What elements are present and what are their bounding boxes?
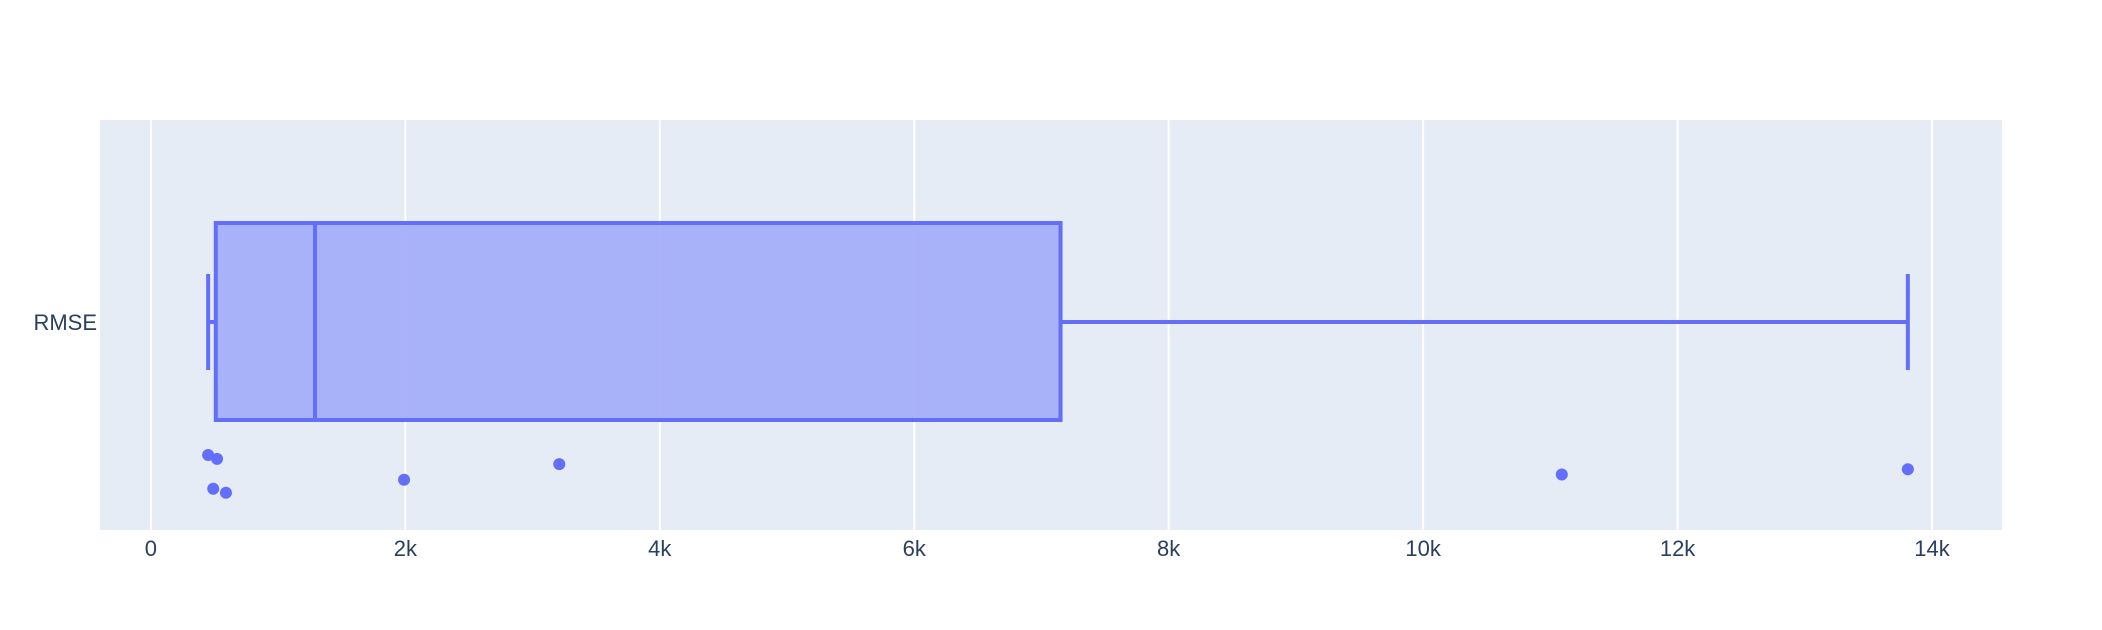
rmse-points: [202, 449, 1914, 499]
data-point: [553, 458, 566, 471]
x-tick-label: 0: [145, 536, 157, 561]
rmse-box[interactable]: [206, 221, 1910, 422]
x-tick-label: 8k: [1157, 536, 1181, 561]
data-point: [207, 482, 220, 495]
data-point: [219, 486, 232, 499]
x-tick-label: 4k: [648, 536, 672, 561]
x-axis-tick-labels: 0 2k 4k 6k 8k 10k 12k 14k: [145, 536, 1951, 561]
x-tick-label: 6k: [903, 536, 927, 561]
data-point: [211, 452, 224, 465]
category-label: RMSE: [33, 310, 97, 335]
x-tick-label: 12k: [1660, 536, 1696, 561]
x-tick-label: 14k: [1914, 536, 1950, 561]
interquartile-box: [213, 221, 1063, 422]
data-point: [398, 473, 411, 486]
data-point: [1901, 463, 1914, 476]
x-tick-label: 10k: [1405, 536, 1441, 561]
data-point: [1555, 468, 1568, 481]
x-tick-label: 2k: [394, 536, 418, 561]
